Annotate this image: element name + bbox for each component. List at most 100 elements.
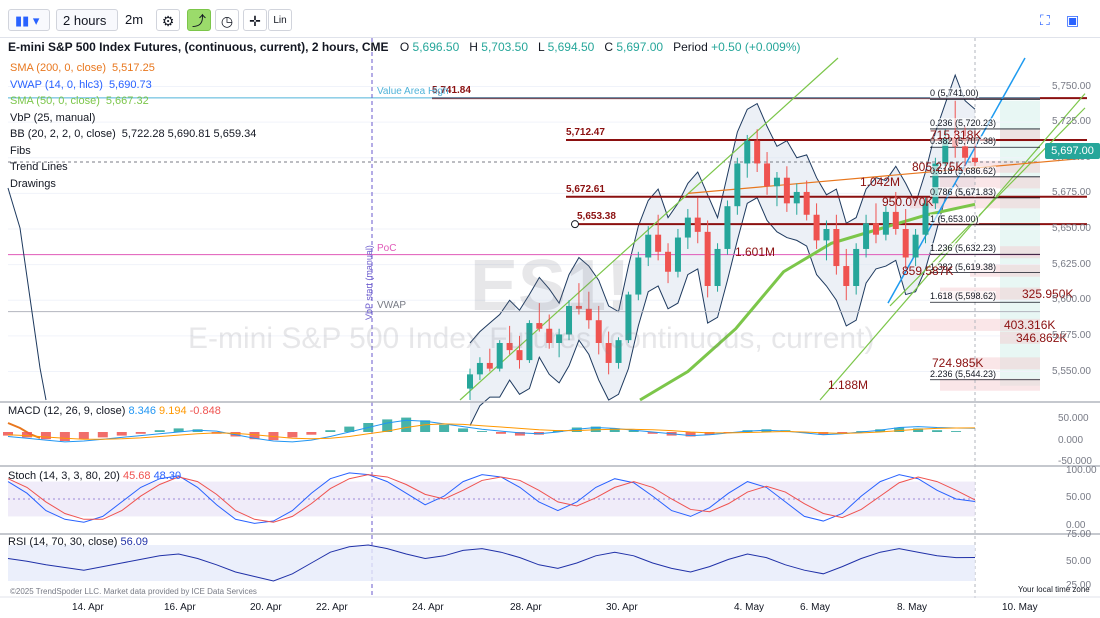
legend-item[interactable]: SMA (50, 0, close) 5,667.32 bbox=[10, 95, 149, 107]
stoch-axis-tick: 50.00 bbox=[1066, 492, 1092, 503]
macd-histogram-bar bbox=[344, 426, 355, 432]
candle-body bbox=[773, 177, 780, 187]
candle-body bbox=[922, 203, 929, 235]
legend-item-name: Drawings bbox=[10, 177, 56, 190]
macd-histogram-bar bbox=[514, 432, 525, 436]
horizontal-level-label: 5,653.38 bbox=[577, 211, 616, 223]
candle-body bbox=[595, 320, 602, 343]
value-area-high-label: Value Area High bbox=[377, 85, 449, 97]
sma50-line bbox=[639, 202, 976, 402]
candle-body bbox=[625, 294, 632, 341]
orange-trend-line bbox=[687, 157, 1091, 194]
watermark-name: E-mini S&P 500 Index Futures (continuous… bbox=[188, 322, 875, 355]
horizontal-level-label: 5,712.47 bbox=[566, 126, 605, 138]
volume-profile-bar bbox=[1000, 129, 1040, 142]
candle-body bbox=[823, 229, 830, 241]
legend-item[interactable]: Drawings bbox=[10, 178, 56, 190]
candle-body bbox=[575, 305, 582, 309]
legend-item[interactable]: VbP (25, manual) bbox=[10, 112, 95, 124]
price-axis-tick: 5,675.00 bbox=[1052, 187, 1091, 199]
volume-profile-label: 950.070K bbox=[882, 195, 934, 210]
volume-profile-bar bbox=[910, 318, 1040, 331]
chart-area[interactable] bbox=[0, 38, 1100, 618]
candle-body bbox=[566, 305, 573, 335]
volume-profile-label: 325.950K bbox=[1022, 286, 1074, 301]
macd-histogram-bar bbox=[287, 432, 298, 438]
rsi-axis-tick: 50.00 bbox=[1066, 556, 1092, 567]
screenshot-button[interactable]: ▣ bbox=[1066, 9, 1079, 31]
macd-histogram-bar bbox=[78, 432, 89, 440]
chart-title: E-mini S&P 500 Index Futures, (continuou… bbox=[8, 40, 801, 54]
fullscreen-button[interactable]: ⛶ bbox=[1040, 9, 1050, 31]
legend-item-value: 5,722.28 5,690.81 5,659.34 bbox=[121, 128, 257, 140]
volume-profile-bar bbox=[1000, 246, 1040, 259]
price-axis-tick: 5,600.00 bbox=[1052, 294, 1091, 306]
macd-histogram-bar bbox=[40, 432, 51, 440]
macd-histogram-bar bbox=[3, 432, 13, 436]
legend-item[interactable]: BB (20, 2, 2, 0, close) 5,722.28 5,690.81… bbox=[10, 128, 256, 140]
rsi-axis-tick: 25.00 bbox=[1066, 580, 1092, 591]
macd-histogram-bar bbox=[951, 431, 962, 432]
last-price-badge: 5,697.00 bbox=[1045, 143, 1100, 159]
macd-histogram-bar bbox=[401, 417, 412, 432]
macd-histogram-bar bbox=[382, 419, 393, 432]
legend-item[interactable]: Fibs bbox=[10, 145, 31, 157]
rsi-band bbox=[8, 545, 975, 581]
volume-profile-bar bbox=[1000, 331, 1040, 344]
candle-body bbox=[813, 214, 820, 241]
macd-axis-tick: -50.000 bbox=[1058, 456, 1092, 467]
poc-label: PoC bbox=[377, 242, 397, 254]
candle-body bbox=[556, 334, 563, 343]
candle-body bbox=[645, 234, 652, 258]
fullscreen-icon: ⛶ bbox=[1040, 12, 1050, 28]
stoch-legend: Stoch (14, 3, 3, 80, 20) 45.68 48.30 bbox=[8, 470, 182, 482]
candle-body bbox=[536, 323, 543, 329]
fib-level-label: 0.236 (5,720.23) bbox=[930, 117, 997, 128]
fib-level-label: 1.618 (5,598.62) bbox=[930, 291, 997, 302]
candle-body bbox=[942, 137, 949, 164]
volume-profile-bar bbox=[940, 378, 1040, 391]
clock-button[interactable]: ◷ bbox=[215, 9, 239, 31]
ohlc-readout: O 5,696.50 H 5,703.50 L 5,694.50 C 5,697… bbox=[399, 40, 801, 54]
candle-body bbox=[744, 140, 751, 164]
macd-histogram-bar bbox=[59, 432, 70, 441]
indicator-button[interactable]: ⤴ bbox=[187, 9, 211, 31]
legend-item[interactable]: SMA (200, 0, close) 5,517.25 bbox=[10, 62, 155, 74]
legend-item-value: 5,690.73 bbox=[108, 78, 152, 91]
candle-body bbox=[635, 257, 642, 295]
candle-body bbox=[655, 234, 662, 252]
candle-body bbox=[803, 191, 810, 215]
candle-body bbox=[724, 206, 731, 249]
macd-histogram-bar bbox=[894, 427, 905, 432]
top-toolbar: ▮▮ ▾ 2 hours ▾ 2m ⚙ ⤴ ◷ ✛ Lin ⛶ ▣ bbox=[0, 0, 1100, 50]
macd-histogram-bar bbox=[932, 430, 943, 432]
interval-select[interactable]: 2 hours ▾ bbox=[56, 9, 118, 50]
candle-body bbox=[585, 308, 592, 321]
legend-item[interactable]: Trend Lines bbox=[10, 161, 68, 173]
time-axis-tick: 22. Apr bbox=[316, 602, 348, 613]
candle-body bbox=[872, 223, 879, 235]
compare-range-button[interactable]: 2m bbox=[125, 12, 144, 27]
candle-body bbox=[486, 362, 493, 369]
chart-type-button[interactable]: ▮▮ ▾ bbox=[8, 9, 50, 31]
candle-body bbox=[912, 234, 919, 258]
candles-icon: ▮▮ ▾ bbox=[15, 13, 40, 28]
candle-body bbox=[863, 223, 870, 249]
macd-histogram-bar bbox=[477, 431, 488, 432]
crosshair-button[interactable]: ✛ bbox=[243, 9, 267, 31]
trend-line-short bbox=[889, 107, 1086, 307]
fib-level-label: 1.382 (5,619.38) bbox=[930, 261, 997, 272]
macd-histogram-bar bbox=[97, 432, 108, 438]
macd-histogram-bar bbox=[647, 432, 658, 434]
candle-body bbox=[793, 191, 800, 204]
legend-item[interactable]: VWAP (14, 0, hlc3) 5,690.73 bbox=[10, 79, 152, 91]
lin-scale-button[interactable]: Lin bbox=[268, 9, 292, 31]
volume-profile-label: 1.188M bbox=[828, 377, 869, 392]
candle-body bbox=[714, 248, 721, 286]
vbp-start-label: VbP start (manual) bbox=[364, 245, 374, 320]
stoch-d-line bbox=[7, 474, 976, 523]
settings-button[interactable]: ⚙ bbox=[156, 9, 180, 31]
legend-item-name: SMA (50, 0, close) bbox=[10, 95, 100, 107]
volume-profile-label: 724.985K bbox=[932, 356, 984, 371]
crosshair-icon: ✛ bbox=[249, 13, 261, 29]
